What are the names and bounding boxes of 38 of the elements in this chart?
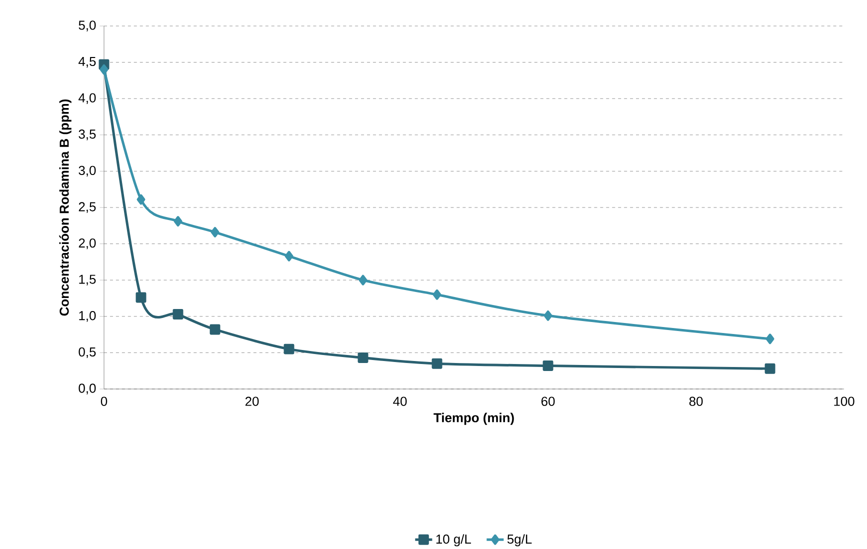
y-axis-title: Concentracióon Rodamina B (ppm) bbox=[59, 99, 72, 316]
point bbox=[100, 64, 108, 75]
y-tick-label: 2,5 bbox=[78, 202, 96, 213]
point bbox=[136, 194, 146, 205]
point bbox=[544, 310, 552, 321]
x-tick-label: 60 bbox=[541, 396, 555, 406]
point bbox=[358, 274, 368, 286]
y-tick-label: 4,5 bbox=[78, 56, 96, 68]
y-tick-label: 2,0 bbox=[78, 238, 96, 250]
point bbox=[766, 334, 774, 344]
legend-label: 5g/L bbox=[507, 534, 532, 546]
x-tick-label: 20 bbox=[245, 396, 259, 406]
point bbox=[284, 250, 294, 262]
x-axis-title: Tiempo (min) bbox=[434, 412, 514, 425]
y-tick-label: 0,5 bbox=[78, 347, 96, 358]
y-tick-label: 1,5 bbox=[79, 274, 96, 286]
x-tick-label: 100 bbox=[834, 396, 854, 406]
y-tick-label: 5,0 bbox=[78, 20, 96, 32]
x-tick-label: 80 bbox=[689, 396, 703, 406]
point bbox=[358, 352, 368, 363]
point bbox=[136, 292, 146, 303]
point bbox=[210, 324, 220, 335]
y-tick-label: 0,0 bbox=[78, 384, 96, 394]
point bbox=[210, 226, 220, 238]
y-tick-label: 3,0 bbox=[78, 166, 96, 177]
x-tick-label: 40 bbox=[393, 396, 407, 406]
y-tick-label: 4,0 bbox=[78, 93, 96, 104]
y-tick-label: 3,5 bbox=[78, 130, 96, 140]
point bbox=[174, 216, 182, 226]
legend-label: 10 g/L bbox=[436, 534, 471, 546]
point bbox=[542, 360, 554, 371]
x-tick-label: 0 bbox=[100, 396, 108, 406]
point bbox=[764, 363, 776, 374]
point bbox=[432, 289, 442, 300]
point bbox=[284, 344, 294, 354]
point bbox=[172, 308, 184, 320]
y-tick-label: 1,0 bbox=[79, 311, 96, 322]
point bbox=[432, 358, 442, 369]
